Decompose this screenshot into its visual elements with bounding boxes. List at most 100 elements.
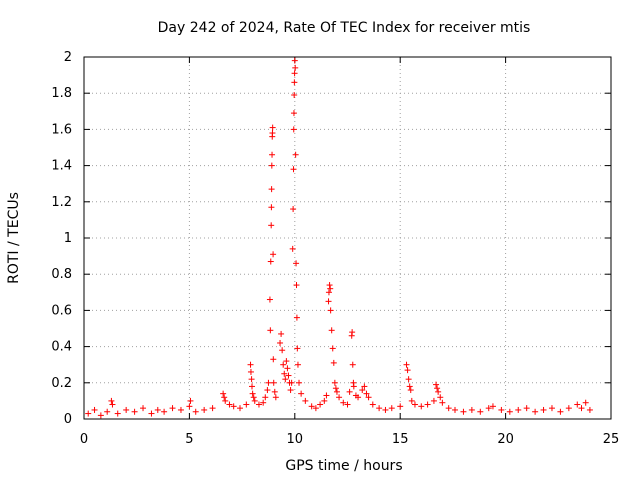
data-point (321, 397, 328, 404)
data-point (327, 307, 334, 314)
data-point (296, 379, 303, 386)
data-point (85, 410, 92, 417)
data-point (376, 405, 383, 412)
y-tick-label: 1.2 (51, 195, 72, 210)
y-tick-label: 0.6 (51, 303, 72, 318)
data-point (192, 408, 199, 415)
data-point (404, 367, 411, 374)
data-point (226, 401, 233, 408)
data-point (221, 394, 228, 401)
data-point (91, 406, 98, 413)
data-point (548, 405, 555, 412)
data-point (424, 401, 431, 408)
data-point (437, 394, 444, 401)
chart-title: Day 242 of 2024, Rate Of TEC Index for r… (158, 20, 531, 36)
data-point (277, 339, 284, 346)
data-point (222, 397, 229, 404)
data-point (329, 345, 336, 352)
data-point (269, 130, 276, 137)
data-point (506, 408, 513, 415)
data-point (284, 365, 291, 372)
data-point (282, 376, 289, 383)
data-point (290, 110, 297, 117)
data-point (298, 390, 305, 397)
data-point (272, 394, 279, 401)
data-point (349, 361, 356, 368)
x-tick-label: 25 (603, 432, 620, 447)
data-point (288, 379, 295, 386)
data-point (249, 383, 256, 390)
data-point (477, 408, 484, 415)
data-point (280, 361, 287, 368)
data-point (317, 401, 324, 408)
data-point (278, 330, 285, 337)
x-tick-label: 15 (392, 432, 409, 447)
axis-ticks (83, 56, 612, 420)
data-point (365, 394, 372, 401)
data-point (468, 406, 475, 413)
data-point (363, 390, 370, 397)
data-point (247, 368, 254, 375)
data-point (268, 186, 275, 193)
data-point (251, 397, 258, 404)
data-point (523, 405, 530, 412)
data-point (186, 403, 193, 410)
data-point (290, 206, 297, 213)
data-point (270, 251, 277, 258)
data-point (255, 401, 262, 408)
x-tick-label: 10 (287, 432, 304, 447)
data-point (294, 345, 301, 352)
data-point (359, 387, 366, 394)
data-point (293, 314, 300, 321)
data-point (290, 166, 297, 173)
data-point (293, 260, 300, 267)
tick-labels: 0 5 10 15 20 25 0 0.2 0.4 0.6 0.8 1 1.2 1.4 1.6 1.8 2 (51, 50, 619, 447)
data-point (302, 397, 309, 404)
data-point (292, 151, 299, 158)
data-point (433, 381, 440, 388)
data-point (344, 401, 351, 408)
data-point (291, 70, 298, 77)
data-point (336, 394, 343, 401)
data-point (187, 397, 194, 404)
data-point (104, 408, 111, 415)
data-point (327, 285, 334, 292)
data-point (586, 406, 593, 413)
data-point (268, 162, 275, 169)
data-point (355, 394, 362, 401)
data-point (271, 388, 278, 395)
data-point (248, 376, 255, 383)
data-point (260, 399, 267, 406)
x-tick-label: 20 (497, 432, 514, 447)
data-point (515, 406, 522, 413)
data-point (291, 57, 298, 64)
x-tick-label: 0 (80, 432, 88, 447)
data-point (270, 379, 277, 386)
y-tick-label: 1 (64, 231, 72, 246)
data-point (177, 406, 184, 413)
data-point (220, 390, 227, 397)
data-point (325, 289, 332, 296)
data-point (411, 401, 418, 408)
data-point (270, 356, 277, 363)
data-point (312, 405, 319, 412)
data-point (291, 79, 298, 86)
data-point (267, 258, 274, 265)
data-point (388, 405, 395, 412)
x-axis-label: GPS time / hours (285, 458, 402, 474)
data-point (161, 408, 168, 415)
data-point (283, 358, 290, 365)
data-point (292, 64, 299, 71)
data-point (236, 405, 243, 412)
data-point (418, 403, 425, 410)
data-point (262, 394, 269, 401)
data-point (397, 403, 404, 410)
data-point (439, 399, 446, 406)
data-point (346, 388, 353, 395)
y-tick-label: 0.4 (51, 340, 72, 355)
data-point (407, 387, 414, 394)
data-point (330, 359, 337, 366)
data-point (565, 405, 572, 412)
data-point (265, 379, 272, 386)
